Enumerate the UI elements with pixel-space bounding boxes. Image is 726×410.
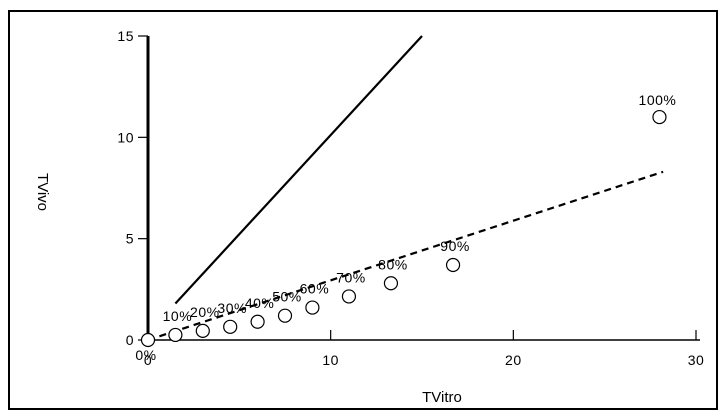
data-point bbox=[305, 300, 320, 315]
y-axis-title: TVivo bbox=[34, 173, 51, 211]
point-label: 0% bbox=[135, 347, 156, 363]
data-point bbox=[223, 319, 238, 334]
point-label: 80% bbox=[378, 256, 408, 272]
y-tick-label: 15 bbox=[117, 28, 134, 44]
y-tick-label: 0 bbox=[126, 332, 134, 348]
dashed-fit-line bbox=[147, 170, 664, 342]
x-tick-label: 0 bbox=[144, 352, 152, 368]
data-point bbox=[250, 314, 265, 329]
x-tick-label: 10 bbox=[322, 352, 339, 368]
point-label: 10% bbox=[163, 308, 193, 324]
data-point bbox=[445, 257, 461, 273]
x-tick-label: 20 bbox=[505, 352, 522, 368]
data-point bbox=[277, 308, 293, 323]
point-label: 90% bbox=[440, 238, 470, 254]
lines-layer bbox=[147, 35, 664, 342]
point-label: 40% bbox=[245, 295, 275, 311]
point-labels-layer: 0% 10%20%30%40%50%60% 70% 80% 90% 100% bbox=[135, 92, 677, 363]
x-axis-title: TVitro bbox=[422, 389, 462, 406]
point-label: 60% bbox=[300, 281, 330, 297]
chart-frame: 0 5 10 15 0 10 20 30 0% 10% 20% 30% 40% 50% 60% 70% 80%… bbox=[8, 10, 718, 410]
data-point bbox=[195, 323, 210, 338]
data-point bbox=[341, 289, 357, 304]
point-label: 100% bbox=[639, 92, 677, 108]
point-label: 20% bbox=[190, 304, 220, 320]
y-tick-label: 10 bbox=[117, 129, 134, 145]
x-tick-label: 30 bbox=[688, 352, 705, 368]
point-label: 50% bbox=[272, 289, 302, 305]
data-point bbox=[140, 332, 156, 348]
data-point bbox=[168, 327, 183, 343]
points-layer bbox=[140, 109, 667, 348]
axes-layer bbox=[146, 36, 700, 341]
solid-reference-line bbox=[174, 35, 423, 305]
scatter-chart: 0 5 10 15 0 10 20 30 0% 10%20%30%40%50%60% 70% 80%… bbox=[34, 28, 705, 406]
point-label: 70% bbox=[336, 269, 366, 285]
y-tick-label: 5 bbox=[126, 231, 134, 247]
point-label: 30% bbox=[217, 300, 247, 316]
data-point bbox=[652, 109, 667, 125]
data-point bbox=[383, 276, 399, 291]
